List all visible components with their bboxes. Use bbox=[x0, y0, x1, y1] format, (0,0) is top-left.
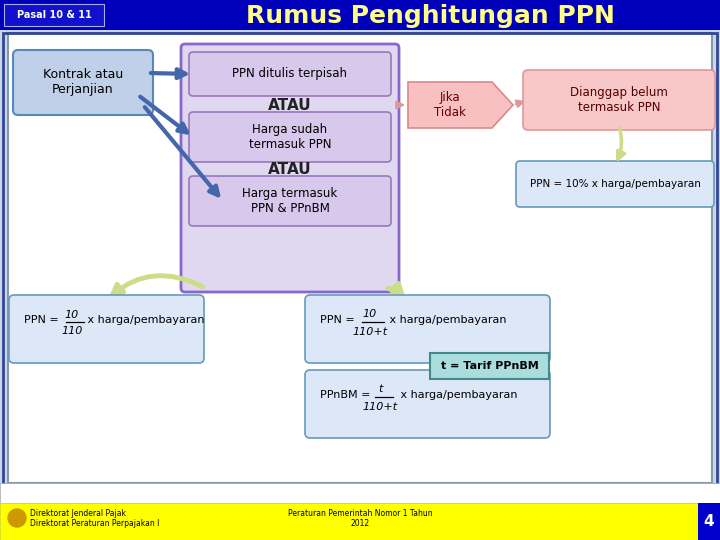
FancyBboxPatch shape bbox=[523, 70, 715, 130]
FancyBboxPatch shape bbox=[430, 353, 549, 379]
Text: Peraturan Pemerintah Nomor 1 Tahun: Peraturan Pemerintah Nomor 1 Tahun bbox=[288, 510, 432, 518]
Text: Harga sudah
termasuk PPN: Harga sudah termasuk PPN bbox=[248, 123, 331, 151]
Text: x harga/pembayaran: x harga/pembayaran bbox=[84, 315, 204, 325]
Text: PPN ditulis terpisah: PPN ditulis terpisah bbox=[233, 68, 348, 80]
Text: PPnBM =: PPnBM = bbox=[320, 390, 374, 400]
Text: PPN = 10% x harga/pembayaran: PPN = 10% x harga/pembayaran bbox=[530, 179, 701, 189]
FancyBboxPatch shape bbox=[189, 176, 391, 226]
Text: Harga termasuk
PPN & PPnBM: Harga termasuk PPN & PPnBM bbox=[243, 187, 338, 215]
FancyBboxPatch shape bbox=[698, 503, 720, 540]
Polygon shape bbox=[408, 82, 513, 128]
Text: Rumus Penghitungan PPN: Rumus Penghitungan PPN bbox=[246, 4, 614, 28]
Text: 2012: 2012 bbox=[351, 519, 369, 529]
Text: PPN =: PPN = bbox=[320, 315, 359, 325]
Text: Direktorat Peraturan Perpajakan I: Direktorat Peraturan Perpajakan I bbox=[30, 519, 159, 529]
FancyBboxPatch shape bbox=[9, 295, 204, 363]
Text: 10: 10 bbox=[65, 310, 79, 320]
FancyBboxPatch shape bbox=[189, 52, 391, 96]
FancyBboxPatch shape bbox=[516, 161, 714, 207]
FancyBboxPatch shape bbox=[305, 370, 550, 438]
FancyBboxPatch shape bbox=[0, 0, 720, 30]
Text: Pasal 10 & 11: Pasal 10 & 11 bbox=[17, 10, 91, 20]
Text: ATAU: ATAU bbox=[268, 163, 312, 178]
Text: t = Tarif PPnBM: t = Tarif PPnBM bbox=[441, 361, 539, 371]
Text: ATAU: ATAU bbox=[268, 98, 312, 113]
Text: 110: 110 bbox=[61, 326, 83, 336]
Text: t: t bbox=[378, 384, 382, 394]
Text: 4: 4 bbox=[703, 514, 714, 529]
Text: Kontrak atau
Perjanjian: Kontrak atau Perjanjian bbox=[43, 69, 123, 97]
FancyBboxPatch shape bbox=[305, 295, 550, 363]
Text: PPN =: PPN = bbox=[24, 315, 62, 325]
Text: x harga/pembayaran: x harga/pembayaran bbox=[397, 390, 518, 400]
FancyBboxPatch shape bbox=[181, 44, 399, 292]
FancyBboxPatch shape bbox=[0, 503, 720, 540]
Text: 10: 10 bbox=[363, 309, 377, 319]
FancyBboxPatch shape bbox=[189, 112, 391, 162]
FancyBboxPatch shape bbox=[13, 50, 153, 115]
FancyBboxPatch shape bbox=[8, 33, 712, 483]
Circle shape bbox=[8, 509, 26, 527]
Text: Dianggap belum
termasuk PPN: Dianggap belum termasuk PPN bbox=[570, 86, 668, 114]
Text: x harga/pembayaran: x harga/pembayaran bbox=[386, 315, 506, 325]
Text: Direktorat Jenderal Pajak: Direktorat Jenderal Pajak bbox=[30, 510, 126, 518]
Text: 110+t: 110+t bbox=[352, 327, 387, 337]
FancyBboxPatch shape bbox=[4, 4, 104, 26]
Text: 110+t: 110+t bbox=[362, 402, 397, 412]
FancyBboxPatch shape bbox=[0, 483, 720, 503]
Text: Jika
Tidak: Jika Tidak bbox=[434, 91, 466, 119]
